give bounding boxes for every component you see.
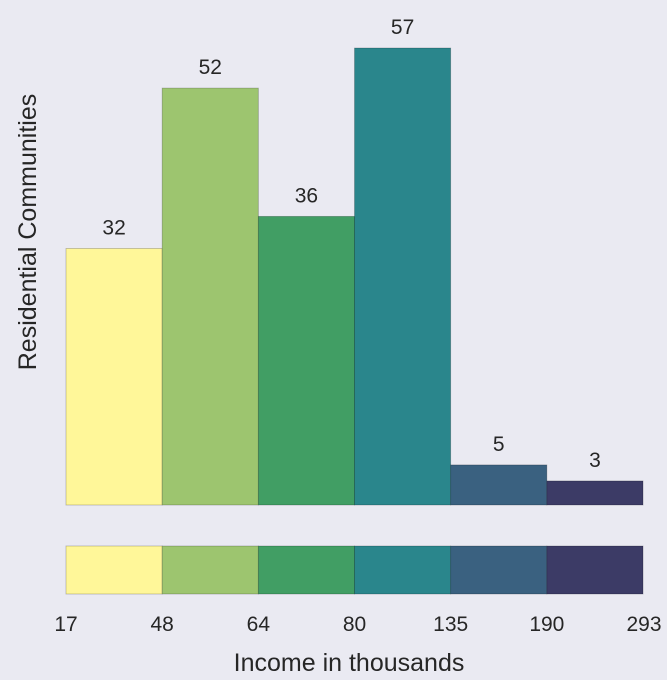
x-tick-label: 64 bbox=[247, 613, 271, 636]
histogram-bar bbox=[257, 215, 355, 506]
x-tick-label: 135 bbox=[433, 613, 468, 636]
colorbar bbox=[65, 545, 644, 595]
x-tick-label-group: 17 48 64 80 135 190 293 bbox=[54, 613, 661, 636]
x-tick-label: 48 bbox=[150, 613, 173, 636]
x-tick-label: 80 bbox=[343, 613, 366, 636]
x-tick-label: 17 bbox=[54, 613, 77, 636]
x-tick-label: 190 bbox=[529, 613, 564, 636]
bar-value-label: 3 bbox=[589, 449, 601, 472]
colorbar-segment bbox=[546, 545, 644, 595]
colorbar-segment bbox=[257, 545, 355, 595]
histogram-bar bbox=[354, 47, 452, 506]
x-axis-label: Income in thousands bbox=[234, 649, 465, 677]
y-axis-label: Residential Communities bbox=[14, 94, 42, 371]
bar-value-label: 5 bbox=[493, 433, 505, 456]
bar-value-label: 57 bbox=[391, 16, 414, 39]
bar-value-label: 36 bbox=[295, 184, 318, 207]
colorbar-segment bbox=[354, 545, 452, 595]
colorbar-segment bbox=[161, 545, 259, 595]
histogram-bar bbox=[161, 87, 259, 506]
bar-value-label-group: 32 52 36 57 5 3 bbox=[102, 16, 600, 472]
histogram-bar bbox=[450, 464, 548, 506]
histogram-bar bbox=[65, 248, 163, 506]
bar-value-label: 52 bbox=[199, 56, 222, 79]
x-tick-label: 293 bbox=[626, 613, 661, 636]
colorbar-segment bbox=[450, 545, 548, 595]
colorbar-segment bbox=[65, 545, 163, 595]
bar-group bbox=[65, 47, 644, 506]
histogram-bar bbox=[546, 480, 644, 506]
bar-value-label: 32 bbox=[102, 216, 125, 239]
